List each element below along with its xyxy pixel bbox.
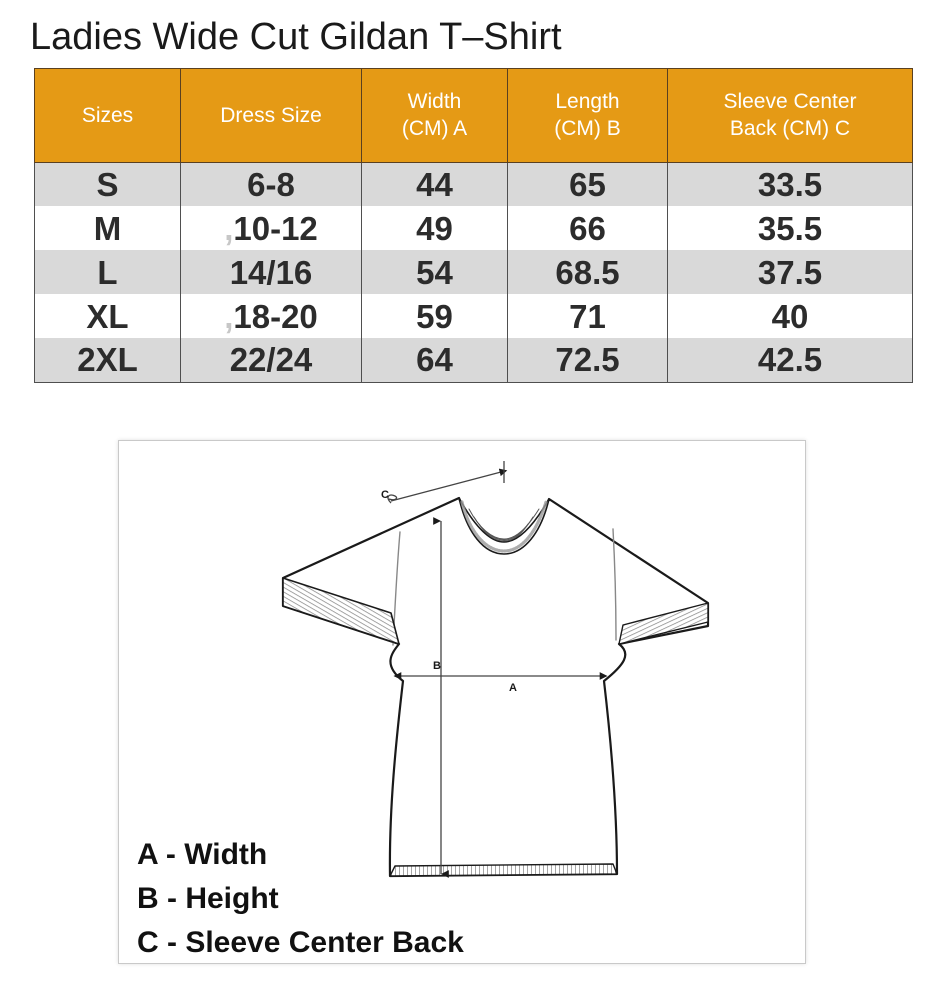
svg-text:A: A [509, 682, 517, 694]
svg-text:B: B [433, 660, 441, 672]
svg-text:C: C [381, 489, 389, 501]
